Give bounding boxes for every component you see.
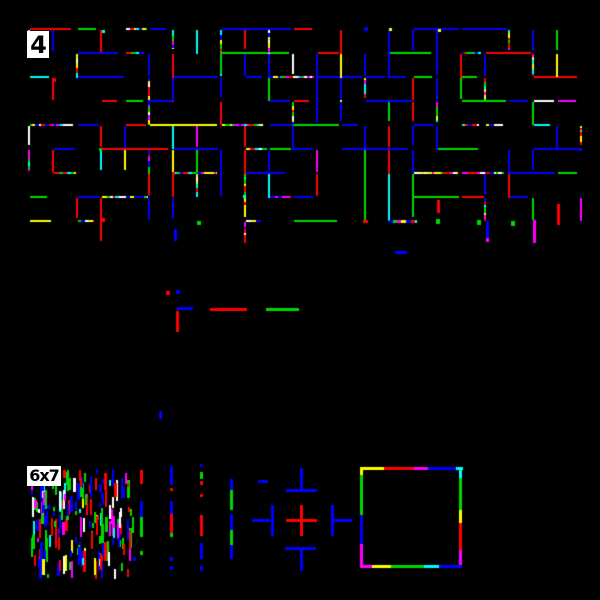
top-region-label: 4 xyxy=(27,31,49,58)
bottom-region-label: 6x7 xyxy=(27,466,61,486)
